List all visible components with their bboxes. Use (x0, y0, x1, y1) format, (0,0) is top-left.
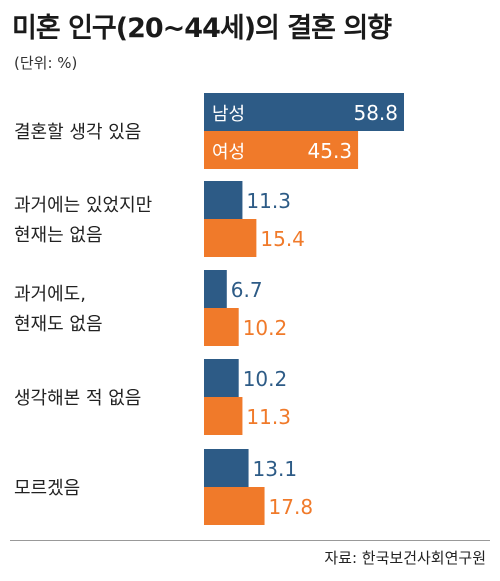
category-label: 생각해본 적 없음 (14, 388, 141, 409)
bar-male (204, 93, 404, 131)
bar-male (204, 270, 227, 308)
category-label: 과거에도, (14, 284, 86, 305)
bar-female (204, 219, 257, 257)
source-divider (10, 540, 490, 541)
value-label: 58.8 (353, 101, 398, 125)
value-label: 10.2 (243, 367, 288, 391)
value-label: 11.3 (246, 189, 291, 213)
value-label: 13.1 (253, 457, 298, 481)
value-label: 17.8 (269, 495, 314, 519)
value-label: 11.3 (246, 405, 291, 429)
value-label: 6.7 (231, 278, 263, 302)
bar-female (204, 397, 243, 435)
bar-female (204, 487, 265, 525)
chart-title: 미혼 인구(20~44세)의 결혼 의향 (12, 13, 392, 44)
bar-male (204, 181, 243, 219)
value-label: 45.3 (308, 139, 353, 163)
bar-male (204, 449, 249, 487)
category-label: 모르겠음 (14, 478, 80, 499)
category-label: 과거에는 있었지만 (14, 195, 152, 216)
legend-label: 남성 (212, 104, 245, 125)
value-label: 15.4 (260, 227, 305, 251)
source-label: 자료: 한국보건사회연구원 (324, 549, 486, 567)
legend-label: 여성 (212, 142, 245, 163)
category-label: 결혼할 생각 있음 (14, 122, 141, 143)
category-label: 현재는 없음 (14, 225, 103, 246)
bar-female (204, 308, 239, 346)
bar-female (204, 131, 359, 169)
category-label: 현재도 없음 (14, 314, 103, 335)
value-label: 10.2 (243, 316, 288, 340)
bar-male (204, 359, 239, 397)
unit-label: (단위: %) (14, 54, 78, 72)
